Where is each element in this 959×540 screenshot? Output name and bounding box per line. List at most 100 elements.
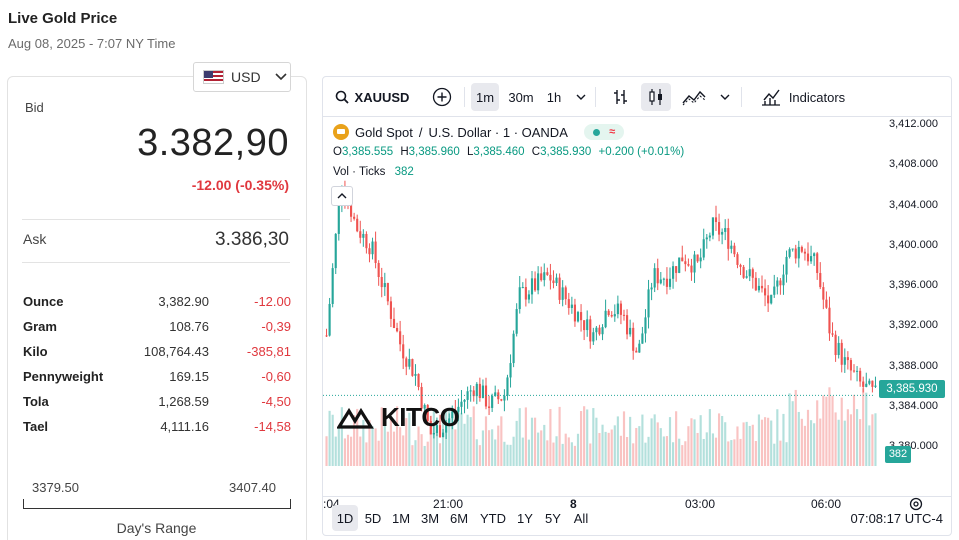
days-range-high: 3407.40 [229,480,276,495]
volume-bar [739,438,742,466]
volume-bar [512,436,515,466]
area-chart-type-button[interactable] [679,83,709,111]
volume-tag: 382 [885,446,911,463]
range-button-1d[interactable]: 1D [332,505,358,531]
volume-bar [389,416,393,466]
ask-label: Ask [23,231,47,247]
candle-body [721,231,724,235]
volume-bar [576,433,580,466]
candle-body [570,304,573,308]
volume-bar [457,409,460,466]
candle-body [803,251,807,254]
volume-bar [619,435,623,466]
bid-label: Bid [25,100,44,115]
candle-body [650,287,653,290]
candle-body [632,327,635,351]
last-price-tag: 3,385.930 [879,380,945,398]
open-label: O [333,146,342,158]
candle-body [441,432,445,438]
price-axis-label: 3,388.000 [889,360,938,372]
candle-body [868,380,871,384]
collapse-legend-button[interactable] [331,186,353,206]
volume-bar [484,416,488,466]
volume-bar [874,413,877,466]
candle-body [377,262,380,277]
table-row: Gram 108.76 -0,39 [23,317,291,342]
volume-bar [463,423,466,466]
candle-body [540,273,543,281]
compare-add-button[interactable] [429,83,455,111]
volume-bar [681,445,684,466]
candle-body [432,432,435,435]
volume-bar [328,410,331,466]
time-axis-label: 06:00 [811,497,842,511]
interval-dropdown[interactable] [573,83,589,111]
volume-bar [570,442,573,466]
candles-icon [649,89,662,105]
volume-bar [843,420,846,466]
volume-bar [806,409,810,466]
candle-body [359,231,362,238]
interval-30m[interactable]: 30m [508,89,534,105]
candle-body [714,217,718,223]
chevron-up-icon [337,193,347,199]
candle-body [822,287,825,300]
candle-body [408,359,411,367]
volume-bar [822,395,825,466]
unit-change: -0,39 [261,319,291,334]
candle-body [325,335,328,337]
candle-body [494,392,497,396]
candle-body [644,317,647,334]
chart-settings-button[interactable] [908,496,924,512]
bar-chart-type-button[interactable] [609,83,633,111]
range-button-3m[interactable]: 3M [420,510,440,526]
unit-change: -385,81 [246,344,291,359]
table-row: Tola 1,268.59 -4,50 [23,392,291,417]
unit-price: 108.76 [169,319,209,334]
candle-body [825,299,828,308]
range-button-all[interactable]: All [573,510,589,526]
range-button-5y[interactable]: 5Y [545,510,561,526]
currency-select[interactable]: USD [193,62,291,92]
interval-1h[interactable]: 1h [546,89,562,105]
interval-1m[interactable]: 1m [471,83,499,111]
range-button-ytd[interactable]: YTD [480,510,506,526]
range-button-6m[interactable]: 6M [449,510,469,526]
candles-chart-type-button[interactable] [641,83,671,111]
candle-body [487,406,491,408]
area-chart-icon [682,90,706,106]
table-row: Pennyweight 169.15 -0,60 [23,367,291,392]
volume-bar [785,442,788,466]
chart-type-dropdown[interactable] [717,83,733,111]
indicators-button[interactable]: Indicators [753,83,853,111]
volume-bar [813,423,816,466]
close-label: C [531,146,541,158]
range-button-5d[interactable]: 5D [364,510,382,526]
divider [22,219,290,220]
volume-bar [834,412,837,466]
candle-body [451,411,454,419]
volume-bar [675,411,678,466]
range-button-1m[interactable]: 1M [391,510,411,526]
candle-body [371,241,374,255]
symbol-search[interactable]: XAUUSD [331,83,413,111]
kitco-logo-icon [337,407,374,429]
volume-bar [849,414,853,466]
candle-body [567,299,570,308]
table-row: Tael 4,111.16 -14,58 [23,417,291,442]
candle-body [616,303,619,315]
volume-bar [331,414,334,466]
range-button-1y[interactable]: 1Y [517,510,533,526]
volume-bar [435,431,439,466]
volume-bar [429,415,432,466]
candle-body [809,256,813,262]
chart-pane[interactable]: Gold Spot / U.S. Dollar · 1 · OANDA ≈ O3… [323,118,951,493]
volume-bar [340,407,343,466]
volume-bar [414,440,417,466]
volume-bar [567,437,570,466]
candle-body [586,319,589,331]
candle-body [368,248,371,255]
candle-body [579,312,583,321]
low-label: L [467,146,474,158]
candle-body [819,273,822,288]
